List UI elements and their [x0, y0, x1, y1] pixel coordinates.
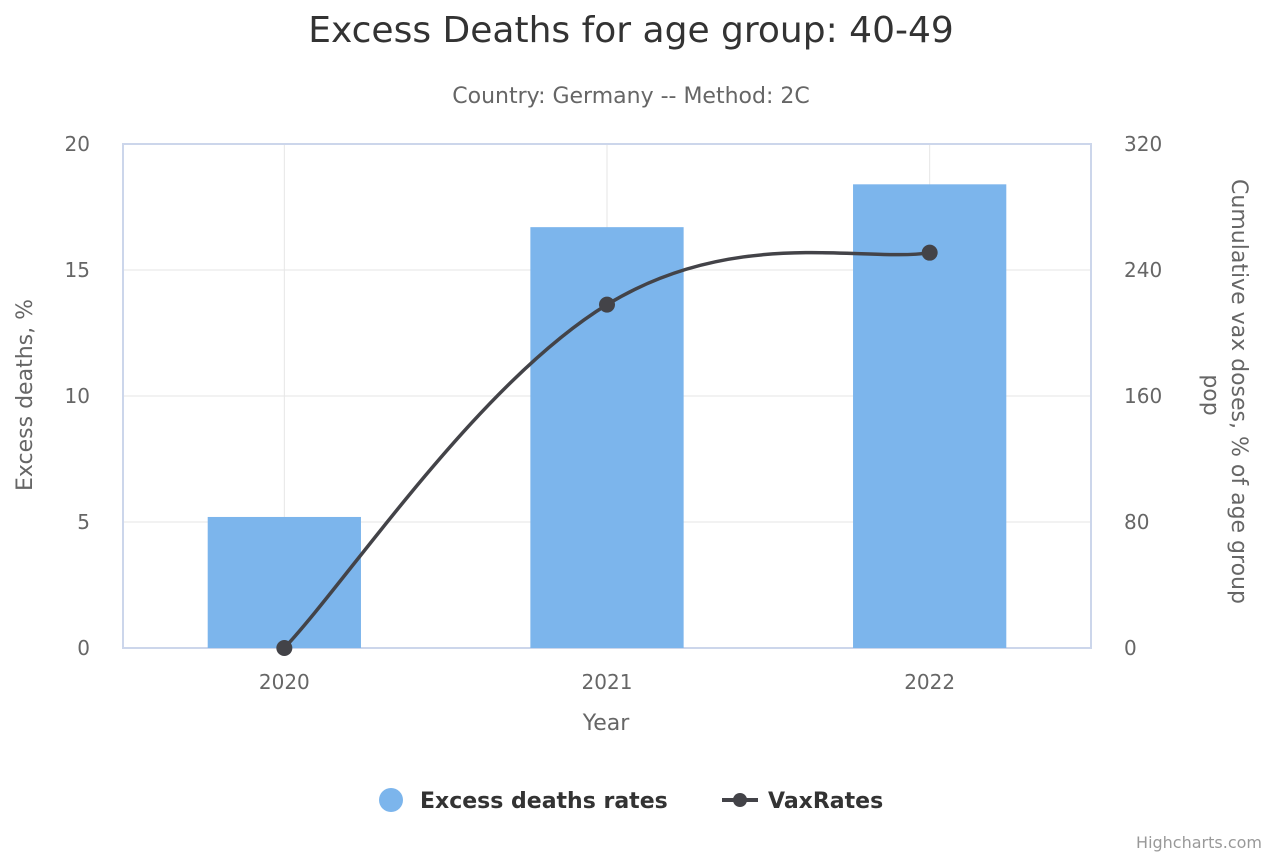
x-tick-label: 2021	[582, 670, 633, 694]
y2-tick-label: 160	[1124, 384, 1162, 408]
chart-title: Excess Deaths for age group: 40-49	[308, 10, 954, 51]
credits-link[interactable]: Highcharts.com	[1136, 833, 1262, 852]
legend-item-vaxrates[interactable]: VaxRates	[722, 789, 883, 814]
chart-subtitle: Country: Germany -- Method: 2C	[452, 84, 809, 109]
vaxrates-point-2020[interactable]	[276, 640, 293, 656]
y-tick-label: 5	[77, 510, 90, 534]
y-axis-right-ticks: 0 80 160 240 320	[1124, 132, 1162, 660]
y-axis-right-title-line2: pop	[1198, 374, 1223, 415]
bar-2021[interactable]	[530, 227, 684, 648]
y-axis-left-ticks: 0 5 10 15 20	[65, 132, 90, 660]
y-axis-right-title-line1: Cumulative vax doses, % of age group	[1226, 179, 1251, 604]
y2-tick-label: 0	[1124, 636, 1137, 660]
y-tick-label: 10	[65, 384, 90, 408]
legend-label-excess-deaths: Excess deaths rates	[420, 789, 668, 814]
legend-item-excess-deaths[interactable]: Excess deaths rates	[379, 788, 668, 814]
legend: Excess deaths rates VaxRates	[379, 788, 883, 814]
bar-2022[interactable]	[853, 184, 1007, 648]
y2-tick-label: 240	[1124, 258, 1162, 282]
line-series	[276, 244, 938, 656]
y-tick-label: 20	[65, 132, 90, 156]
legend-label-vaxrates: VaxRates	[768, 789, 883, 814]
y-axis-right-title: Cumulative vax doses, % of age group pop	[1198, 179, 1251, 611]
x-axis-ticks: 2020 2021 2022	[259, 670, 955, 694]
vaxrates-line	[283, 250, 930, 650]
y2-tick-label: 80	[1124, 510, 1149, 534]
bar-2020[interactable]	[207, 516, 361, 648]
legend-symbol-marker	[733, 793, 747, 807]
legend-symbol-bar	[379, 788, 403, 812]
vaxrates-point-2022[interactable]	[921, 244, 938, 261]
y-tick-label: 15	[65, 258, 90, 282]
x-tick-label: 2022	[904, 670, 955, 694]
y2-tick-label: 320	[1124, 132, 1162, 156]
y-tick-label: 0	[77, 636, 90, 660]
x-axis-title: Year	[582, 711, 631, 736]
x-tick-label: 2020	[259, 670, 310, 694]
y-axis-left-title: Excess deaths, %	[13, 299, 38, 491]
vaxrates-point-2021[interactable]	[599, 296, 615, 313]
